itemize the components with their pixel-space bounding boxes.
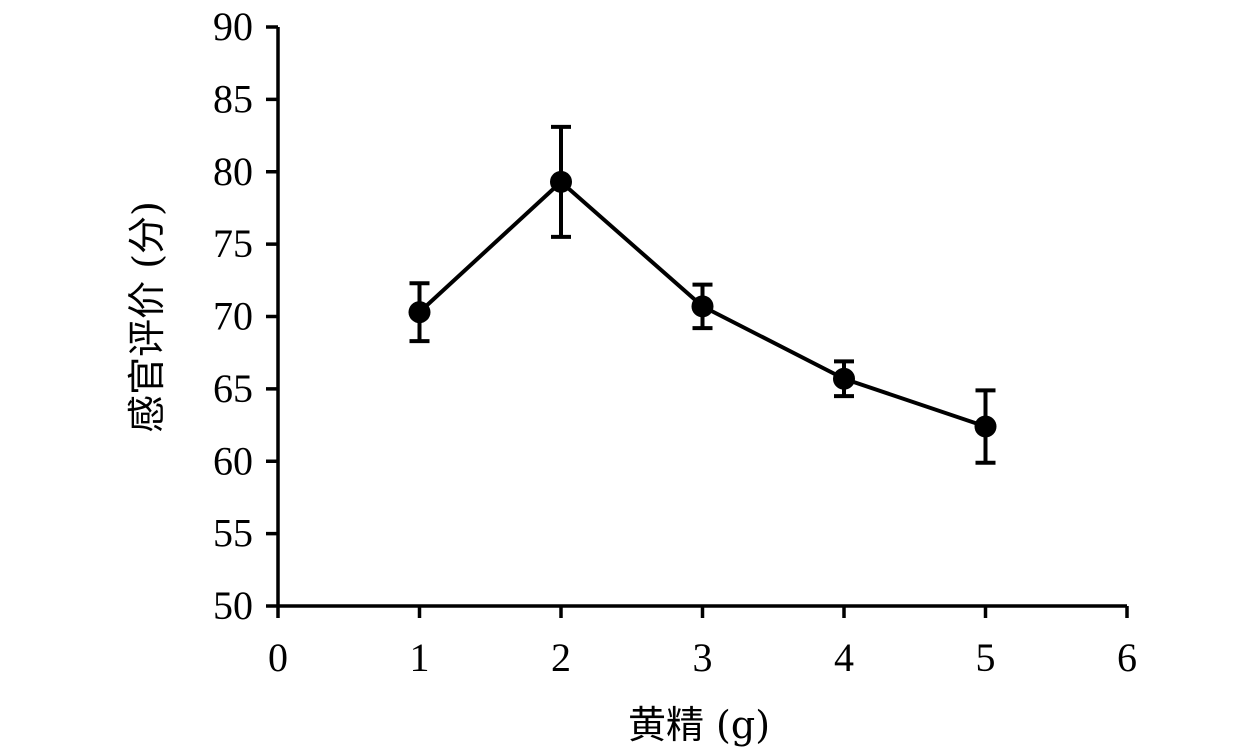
y-tick-label: 70 <box>213 294 253 339</box>
x-tick-label: 0 <box>268 635 288 680</box>
x-tick-label: 5 <box>976 635 996 680</box>
y-tick-label: 80 <box>213 149 253 194</box>
x-axis-title: 黄精 (g) <box>628 703 770 747</box>
data-point <box>974 415 997 438</box>
y-tick-label: 90 <box>213 4 253 49</box>
data-point <box>833 367 855 390</box>
x-tick-label: 2 <box>551 635 571 680</box>
y-tick-label: 85 <box>213 76 253 121</box>
y-axis-title: 感官评价 (分) <box>125 201 169 433</box>
x-ticks: 0 1 2 3 4 5 6 <box>268 606 1137 680</box>
y-tick-label: 60 <box>213 438 253 483</box>
y-tick-label: 75 <box>213 221 253 266</box>
x-tick-label: 1 <box>410 635 430 680</box>
data-point <box>691 295 714 318</box>
data-point <box>408 301 431 324</box>
x-tick-label: 3 <box>693 635 713 680</box>
series-layer <box>408 124 997 465</box>
y-tick-label: 50 <box>213 583 253 628</box>
y-tick-label: 65 <box>213 366 253 411</box>
y-tick-label: 55 <box>213 511 253 556</box>
y-ticks: 50 55 60 65 70 75 80 85 90 <box>213 4 278 628</box>
x-tick-label: 6 <box>1117 635 1137 680</box>
data-point <box>550 170 572 193</box>
x-tick-label: 4 <box>834 635 854 680</box>
